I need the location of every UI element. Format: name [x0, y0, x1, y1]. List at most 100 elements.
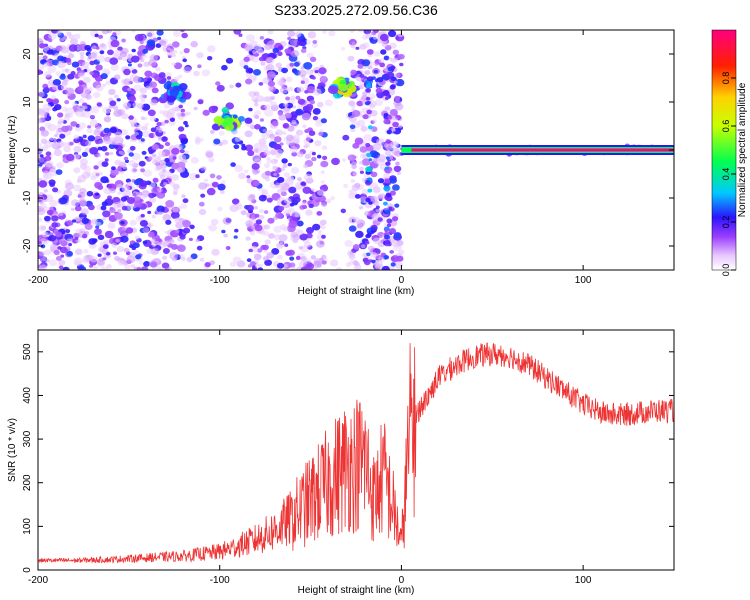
heatmap-cell: [169, 181, 176, 187]
heatmap-cell: [42, 103, 52, 111]
heatmap-cell: [248, 90, 256, 98]
heatmap-cell: [136, 216, 143, 222]
heatmap-cell: [389, 190, 396, 196]
heatmap-cell: [102, 106, 111, 114]
heatmap-cell: [233, 144, 240, 150]
heatmap-cell: [134, 34, 144, 42]
heatmap-cell: [208, 105, 218, 114]
heatmap-cell: [268, 233, 275, 239]
heatmap-cell: [150, 238, 156, 243]
heatmap-cell: [86, 190, 94, 197]
heatmap-cell: [369, 150, 379, 158]
heatmap-cell: [120, 221, 125, 225]
figure-title: S233.2025.272.09.56.C36: [274, 2, 438, 18]
heatmap-cell: [215, 81, 221, 86]
heatmap-cell: [378, 263, 384, 269]
heatmap-cell: [297, 229, 304, 236]
heatmap-cell: [198, 201, 205, 207]
heatmap-cell: [365, 180, 370, 184]
heatmap-cell: [173, 76, 180, 82]
heatmap-cell: [362, 114, 369, 120]
heatmap-cell: [216, 175, 222, 180]
heatmap-cell: [209, 173, 216, 179]
heatmap-cell: [81, 217, 90, 224]
heatmap-cell: [48, 234, 57, 242]
heatmap-cell: [66, 250, 73, 257]
heatmap-cell: [44, 155, 52, 162]
heatmap-cell: [287, 249, 295, 256]
heatmap-cell: [84, 44, 92, 51]
heatmap-cell: [359, 166, 364, 171]
heatmap-cell: [162, 248, 170, 254]
heatmap-cell: [264, 43, 272, 51]
heatmap-cell: [158, 159, 167, 166]
heatmap-cell: [392, 49, 399, 55]
heatmap-cell: [237, 202, 242, 207]
heatmap-cell: [307, 31, 317, 39]
heatmap-cell: [233, 235, 238, 239]
heatmap-cell: [319, 219, 327, 226]
heatmap-cell: [393, 80, 398, 84]
heatmap-cell: [321, 234, 326, 239]
heatmap-cell: [221, 64, 228, 71]
heatmap-cell: [388, 30, 397, 38]
heatmap-cell: [351, 110, 361, 117]
heatmap-cell: [179, 218, 185, 223]
heatmap-cell: [285, 96, 290, 101]
heatmap-cell: [121, 38, 126, 43]
heatmap-cell: [398, 53, 405, 60]
heatmap-cell: [350, 179, 355, 183]
heatmap-cell: [283, 102, 289, 108]
heatmap-cell: [347, 55, 355, 62]
heatmap-cell: [255, 95, 264, 102]
heatmap-cell: [394, 95, 401, 101]
heatmap-cell: [370, 224, 378, 231]
heatmap-cell: [321, 260, 327, 265]
heatmap-cell: [384, 229, 389, 233]
heatmap-cell: [233, 30, 242, 35]
heatmap-cell: [301, 201, 307, 206]
heatmap-cell: [170, 211, 180, 219]
heatmap-cell: [383, 201, 388, 206]
heatmap-cell: [311, 42, 319, 48]
heatmap-cell: [303, 144, 309, 149]
heatmap-cell: [280, 167, 286, 172]
heatmap-cell: [300, 266, 308, 270]
heatmap-cell: [297, 98, 306, 105]
heatmap-cell: [169, 252, 179, 260]
heatmap-cell: [157, 150, 166, 158]
heatmap-cell: [172, 156, 177, 160]
heatmap-cell: [361, 59, 371, 67]
heatmap-cell: [138, 261, 143, 265]
heatmap-cell: [275, 149, 284, 156]
heatmap-cell: [356, 100, 364, 107]
heatmap-cell: [273, 225, 282, 233]
heatmap-cell: [157, 36, 162, 41]
heatmap-cell: [171, 62, 176, 67]
heatmap-cell: [109, 127, 118, 134]
heatmap-cell: [277, 176, 285, 183]
heatmap-cell: [51, 98, 60, 105]
heatmap-cell: [316, 118, 323, 124]
heatmap-cell: [72, 219, 76, 223]
heatmap-cell: [45, 151, 52, 156]
y-tick-label: 400: [22, 387, 33, 404]
heatmap-cell: [82, 165, 91, 173]
heatmap-cell: [139, 40, 144, 44]
heatmap-cell: [59, 133, 66, 139]
heatmap-cell: [111, 166, 116, 171]
heatmap-cell: [276, 242, 284, 249]
heatmap-cell: [210, 129, 215, 134]
heatmap-cell: [296, 151, 304, 158]
heatmap-cell: [94, 182, 103, 189]
heatmap-cell: [276, 201, 282, 206]
heatmap-cell: [273, 144, 279, 150]
heatmap-cell: [93, 265, 98, 270]
heatmap-cell: [394, 150, 402, 157]
heatmap-cell: [101, 248, 108, 254]
heatmap-cell: [159, 40, 167, 46]
heatmap-cell: [320, 170, 325, 174]
heatmap-cell: [46, 98, 52, 103]
heatmap-cell: [160, 121, 166, 127]
heatmap-cell: [38, 117, 46, 124]
